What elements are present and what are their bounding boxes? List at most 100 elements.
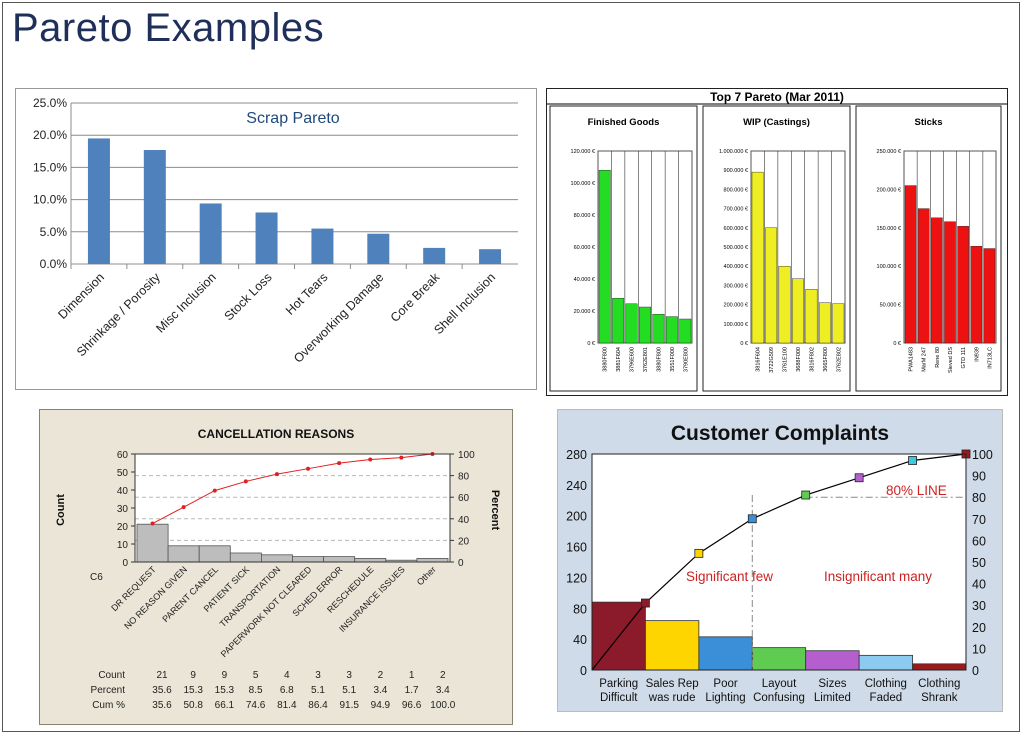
x-tick-label: IN713LC [987,347,993,369]
top7-pareto-svg: Top 7 Pareto (Mar 2011) Finished Goods 0 €… [547,90,1007,392]
customer-complaints-svg: 0 40 80 120 160 200 240 280 0 10 20 30 40 50 60 70 80 90 1… [566,422,993,704]
table-cell: 3.4 [436,685,450,696]
top7-pareto-chart: Top 7 Pareto (Mar 2011) Finished Goods 0 €… [546,88,1008,396]
annotation-insignificant-many: Insignificant many [824,569,932,584]
table-row-label: Cum % [92,700,125,711]
bar [931,217,943,344]
table-cell: 9 [190,670,196,681]
y-tick-label: 0 [122,558,128,569]
x-tick-label: 3551F000 [670,347,676,372]
y2-tick-label: 20 [458,536,470,547]
table-cell: 8.5 [249,685,263,696]
x-tick-label-line2: Lighting [705,692,745,704]
cumulative-line [152,453,433,524]
y-tick-label: 0.0% [40,257,68,271]
bar [423,247,446,264]
bar [679,318,692,344]
y-axis-label: Count [55,494,67,526]
bar [199,203,222,264]
bar [805,289,818,344]
y-tick-label: 150.000 € [877,226,901,232]
x-tick-label: Core Break [388,270,443,325]
y-tick-label: 200.000 € [877,187,901,193]
x-tick-label: 3762E802 [836,347,842,372]
x-tick-label: 3665F800 [823,347,829,372]
table-cell: 2 [378,670,384,681]
x-tick-label-line2: Shrank [921,692,958,704]
bar [698,636,753,671]
table-cell: 6.8 [280,685,294,696]
y-tick-label: 500.000 € [724,245,748,251]
y2-tick-label: 50 [972,556,986,570]
y2-tick-label: 40 [972,578,986,592]
bar [805,650,860,671]
y-tick-label: 80 [573,602,587,616]
y-tick-label: 250.000 € [877,149,901,155]
bar [136,523,169,563]
scrap-pareto-svg: 0.0%5.0%10.0%15.0%20.0%25.0%DimensionShr… [33,96,518,366]
bar [167,545,200,563]
bar [751,171,764,344]
x-tick-label: 3880F800 [603,347,609,372]
subchart-title: WIP (Castings) [743,117,810,128]
bar [665,316,678,344]
cumulative-point [274,472,279,477]
bar [944,221,956,344]
subchart-title: Sticks [915,117,943,128]
y-tick-label: 20.000 € [574,309,595,315]
table-cell: 15.3 [183,685,203,696]
plot-border [591,453,967,671]
y-tick-label: 10.0% [33,193,67,207]
y2-axis-label: Percent [489,490,501,531]
x-tick-label: 3762E801 [643,347,649,372]
x-tick-label: Dimension [55,270,107,322]
x-tick-label: 3761E100 [783,347,789,372]
y-tick-label: 700.000 € [724,207,748,213]
y2-tick-label: 80 [458,472,470,483]
y-tick-label: 50.000 € [880,303,901,309]
y-tick-label: 100.000 € [571,181,595,187]
y-tick-label: 50 [117,468,129,479]
y-tick-label: 40 [117,486,129,497]
x-tick-label-line2: Limited [814,692,851,704]
cumulative-point [306,466,311,471]
bar [912,663,967,671]
bar [598,169,611,344]
subchart-title: Finished Goods [588,117,660,128]
x-tick-label-line2: was rude [648,692,696,704]
customer-complaints-chart: 0 40 80 120 160 200 240 280 0 10 20 30 40 50 60 70 80 90 1… [557,409,1003,712]
y-tick-label: 800.000 € [724,187,748,193]
y2-tick-label: 90 [972,470,986,484]
x-tick-label-line1: Clothing [865,678,907,690]
bar [832,303,845,344]
bar [751,647,807,671]
y2-tick-label: 100 [972,448,993,462]
table-row-label: Count [98,670,125,681]
table-cell: 35.6 [152,685,172,696]
cumulative-marker [801,490,811,500]
table-cell: 15.3 [215,685,235,696]
x-tick-label-line2: Difficult [600,692,638,704]
x-tick-label: Misc Inclusion [153,270,218,335]
y2-tick-label: 80 [972,491,986,505]
bar [904,185,917,344]
chart-title: Scrap Pareto [246,110,339,127]
cumulative-point [399,455,404,460]
y-tick-label: 100.000 € [877,264,901,270]
cumulative-point [150,521,155,526]
table-row-label: Percent [91,685,126,696]
page-title: Pareto Examples [12,6,325,50]
y-tick-label: 30 [117,504,129,515]
y2-tick-label: 30 [972,599,986,613]
plot-border [134,453,451,563]
y-tick-label: 0 € [740,341,748,347]
y-tick-label: 900.000 € [724,168,748,174]
x-tick-label: 3816F604 [756,347,762,372]
y-tick-label: 160 [566,541,587,555]
y-tick-label: 240 [566,479,587,493]
y-tick-label: 40 [573,633,587,647]
y-tick-label: 80.000 € [574,213,595,219]
y2-tick-label: 0 [458,558,464,569]
bar [229,552,262,563]
